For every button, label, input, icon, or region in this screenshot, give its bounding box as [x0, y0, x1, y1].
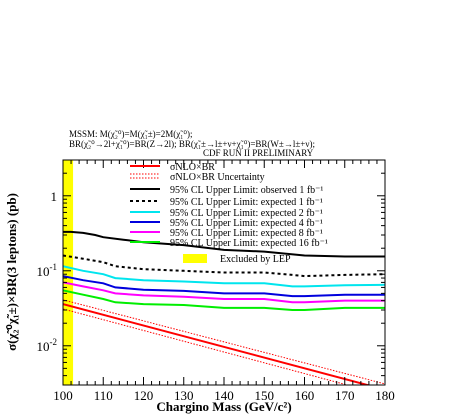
x-tick-label: 110	[94, 388, 113, 403]
chart-title: CDF RUN II PRELIMINARY	[203, 148, 314, 158]
axis-ticks	[62, 159, 386, 386]
uncertainty-band-upper	[63, 299, 385, 385]
series-line-4	[63, 275, 385, 298]
legend-label-3: 95% CL Upper Limit: expected 1 fb⁻¹	[170, 197, 323, 208]
x-tick-label: 170	[335, 388, 355, 403]
y-tick-label: 10-1	[37, 262, 58, 279]
legend-label-excluded: Excluded by LEP	[220, 254, 291, 265]
y-tick-label: 10-2	[37, 337, 58, 354]
x-tick-label: 100	[53, 388, 73, 403]
series-line-5	[63, 281, 385, 304]
legend-swatch-excluded	[183, 254, 207, 263]
series-line-0	[63, 303, 372, 385]
y-tick-exponent: -2	[50, 337, 58, 347]
y-axis-title: σ(χ̃₂⁰χ̃₁±)×BR(3 leptons) (pb)	[4, 193, 19, 351]
x-axis-title: Chargino Mass (GeV/c²)	[156, 399, 291, 414]
x-tick-label: 140	[214, 388, 234, 403]
legend-label-0: σNLO×BR	[170, 162, 215, 173]
header-line-2: BR(χ̃₂⁰→2l+χ̃₁⁰)=BR(Z→2l); BR(χ̃₁±→l±+ν+…	[69, 139, 315, 149]
x-tick-label: 160	[295, 388, 315, 403]
legend-label-band: σNLO×BR Uncertainty	[170, 172, 265, 183]
legend-label-6: 95% CL Upper Limit: expected 8 fb⁻¹	[170, 228, 323, 239]
legend-label-2: 95% CL Upper Limit: observed 1 fb⁻¹	[170, 185, 323, 196]
plot-area: 100 110 120 130 140 150 160 170 180 1 10-1 10-2	[37, 159, 395, 403]
y-tick-label: 1	[51, 189, 58, 204]
header-line-1: MSSM: M(χ̃₂⁰)=M(χ̃₁±)=2M(χ̃₁⁰);	[69, 129, 192, 139]
x-tick-label: 120	[134, 388, 154, 403]
legend-label-4: 95% CL Upper Limit: expected 2 fb⁻¹	[170, 208, 323, 219]
legend-label-7: 95% CL Upper Limit: expected 16 fb⁻¹	[170, 238, 328, 249]
series-line-6	[63, 289, 385, 311]
y-tick-exponent: -1	[50, 262, 58, 272]
excluded-region	[63, 160, 74, 385]
x-tick-label: 150	[255, 388, 275, 403]
x-tick-label: 130	[174, 388, 194, 403]
x-tick-label: 180	[375, 388, 395, 403]
series-line-3	[63, 265, 385, 288]
series-line-2	[63, 254, 385, 278]
legend-label-5: 95% CL Upper Limit: expected 4 fb⁻¹	[170, 218, 323, 229]
